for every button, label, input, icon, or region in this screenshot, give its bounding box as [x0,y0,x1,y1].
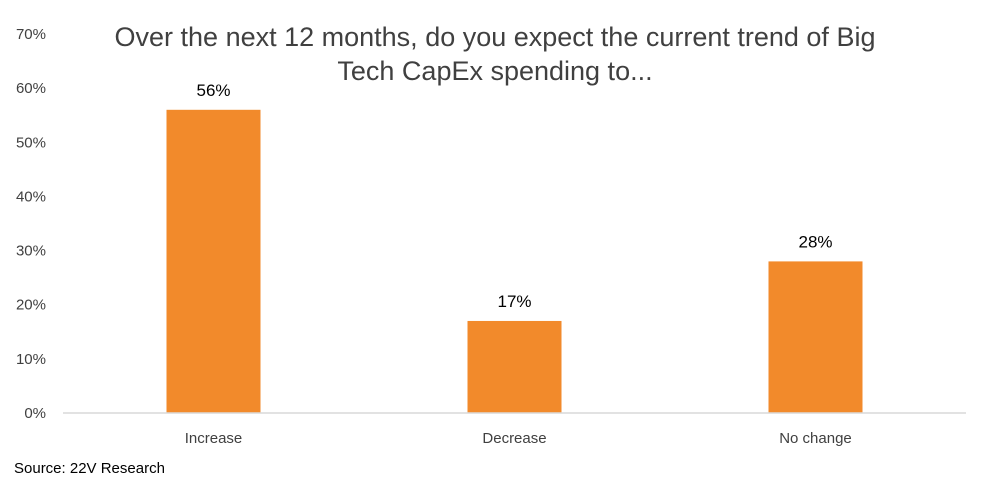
y-tick-label: 0% [24,405,46,422]
chart-title: Tech CapEx spending to... [337,56,652,86]
data-label: 56% [196,81,230,100]
y-tick-label: 30% [16,243,46,260]
y-tick-label: 10% [16,351,46,368]
bar [467,320,562,413]
chart-title: Over the next 12 months, do you expect t… [115,22,876,52]
source-note: Source: 22V Research [14,460,165,477]
y-tick-label: 20% [16,297,46,314]
x-tick-label: No change [779,430,852,447]
data-label: 28% [798,232,832,251]
y-tick-label: 70% [16,26,46,43]
data-label: 17% [497,292,531,311]
y-tick-label: 40% [16,188,46,205]
y-tick-label: 50% [16,134,46,151]
x-tick-label: Decrease [482,430,546,447]
y-tick-label: 60% [16,80,46,97]
bar [166,109,261,414]
x-tick-label: Increase [185,430,243,447]
bar [768,261,863,413]
